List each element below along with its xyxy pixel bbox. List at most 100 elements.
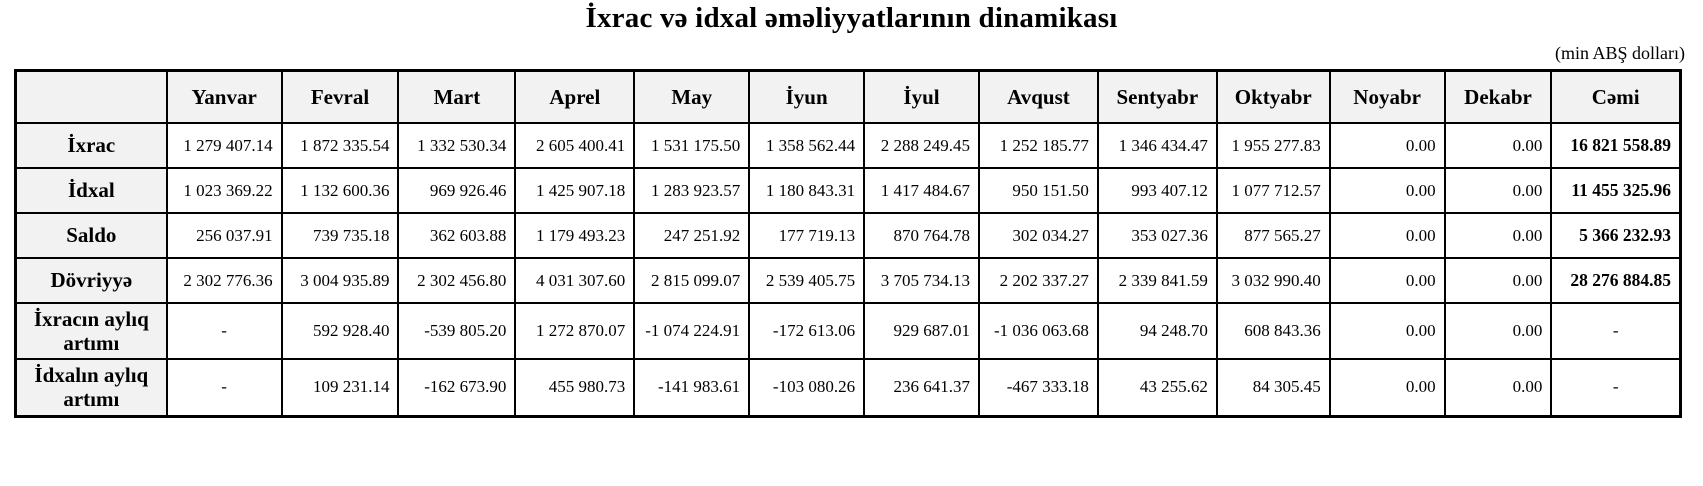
export-import-table: Yanvar Fevral Mart Aprel May İyun İyul Avqust Se… [14,69,1682,418]
table-cell: - [165,301,283,361]
table-cell: 592 928.40 [280,301,400,361]
table-cell: 4 031 307.60 [514,257,636,304]
table-cell: 1 179 493.23 [514,212,636,259]
table-cell: 1 023 369.22 [165,167,283,214]
column-header: Mart [397,69,517,124]
table-cell: 353 027.36 [1096,212,1218,259]
table-cell: 3 032 990.40 [1215,257,1331,304]
table-header-row: Yanvar Fevral Mart Aprel May İyun İyul Avqust Se… [14,69,1682,124]
row-label: Dövriyyə [14,257,168,304]
row-label: İdxalın aylıq artımı [14,358,168,418]
table-cell: 993 407.12 [1096,167,1218,214]
table-cell: 0.00 [1328,358,1446,418]
table-cell: 1 358 562.44 [748,122,866,169]
table-cell: 1 272 870.07 [514,301,636,361]
table-cell: 0.00 [1443,122,1553,169]
table-cell: 177 719.13 [748,212,866,259]
table-cell: 1 872 335.54 [280,122,400,169]
column-header: İyul [863,69,980,124]
table-row: İdxalın aylıq artımı -109 231.14 -162 673.… [14,358,1682,418]
table-cell: 0.00 [1443,358,1553,418]
table-cell: 1 346 434.47 [1096,122,1218,169]
table-cell: - [1550,301,1682,361]
column-header: Aprel [514,69,636,124]
table-cell: 2 815 099.07 [633,257,751,304]
column-header: Oktyabr [1215,69,1331,124]
table-cell: 1 132 600.36 [280,167,400,214]
table-cell: -141 983.61 [633,358,751,418]
unit-note: (min ABŞ dolları) [1555,43,1685,63]
table-cell: 236 641.37 [863,358,980,418]
table-cell: 1 531 175.50 [633,122,751,169]
table-cell: -1 036 063.68 [977,301,1099,361]
table-cell: 28 276 884.85 [1550,257,1682,304]
table-cell: 1 283 923.57 [633,167,751,214]
table-cell: 870 764.78 [863,212,980,259]
table-cell: 2 605 400.41 [514,122,636,169]
table-cell: 2 202 337.27 [977,257,1099,304]
column-header: Dekabr [1443,69,1553,124]
table-cell: 94 248.70 [1096,301,1218,361]
table-cell: 877 565.27 [1215,212,1331,259]
table-cell: 256 037.91 [165,212,283,259]
table-cell: 3 705 734.13 [863,257,980,304]
row-label: Saldo [14,212,168,259]
table-cell: 0.00 [1328,167,1446,214]
column-header: Yanvar [165,69,283,124]
table-cell: -539 805.20 [397,301,517,361]
table-cell: 247 251.92 [633,212,751,259]
corner-cell [14,69,168,124]
table-cell: 1 425 907.18 [514,167,636,214]
table-cell: 1 332 530.34 [397,122,517,169]
table-row: İxracın aylıq artımı -592 928.40 -539 805.… [14,301,1682,361]
column-header: Cəmi [1550,69,1682,124]
table-cell: 0.00 [1328,257,1446,304]
row-label: İxracın aylıq artımı [14,301,168,361]
table-cell: 109 231.14 [280,358,400,418]
table-cell: - [1550,358,1682,418]
table-cell: 0.00 [1443,167,1553,214]
table-cell: 1 279 407.14 [165,122,283,169]
table-cell: 0.00 [1443,301,1553,361]
table-cell: 1 955 277.83 [1215,122,1331,169]
table-cell: 950 151.50 [977,167,1099,214]
table-cell: -103 080.26 [748,358,866,418]
page: İxrac və idxal əməliyyatlarının dinamika… [14,0,1689,418]
table-cell: -172 613.06 [748,301,866,361]
table-cell: 2 339 841.59 [1096,257,1218,304]
table-cell: 608 843.36 [1215,301,1331,361]
table-cell: 3 004 935.89 [280,257,400,304]
table-cell: -467 333.18 [977,358,1099,418]
page-title: İxrac və idxal əməliyyatlarının dinamika… [585,2,1118,34]
column-header: Fevral [280,69,400,124]
table-cell: 84 305.45 [1215,358,1331,418]
table-cell: 302 034.27 [977,212,1099,259]
table-cell: 0.00 [1328,212,1446,259]
table-cell: 2 539 405.75 [748,257,866,304]
table-cell: -1 074 224.91 [633,301,751,361]
table-row: İdxal 1 023 369.22 1 132 600.36 969 926.46 1… [14,167,1682,214]
table-cell: 43 255.62 [1096,358,1218,418]
table-cell: 2 288 249.45 [863,122,980,169]
table-cell: 2 302 776.36 [165,257,283,304]
table-cell: 16 821 558.89 [1550,122,1682,169]
table-cell: 969 926.46 [397,167,517,214]
table-cell: 11 455 325.96 [1550,167,1682,214]
table-cell: 1 077 712.57 [1215,167,1331,214]
column-header: Avqust [977,69,1099,124]
table-cell: 1 180 843.31 [748,167,866,214]
table-cell: 0.00 [1443,212,1553,259]
table-cell: 1 252 185.77 [977,122,1099,169]
table-cell: 362 603.88 [397,212,517,259]
column-header: Sentyabr [1096,69,1218,124]
table-cell: 0.00 [1328,122,1446,169]
table-row: Saldo 256 037.91 739 735.18 362 603.88 1 179… [14,212,1682,259]
row-label: İdxal [14,167,168,214]
table-cell: 1 417 484.67 [863,167,980,214]
table-cell: 0.00 [1443,257,1553,304]
table-cell: 0.00 [1328,301,1446,361]
table-cell: 929 687.01 [863,301,980,361]
table-cell: 739 735.18 [280,212,400,259]
table-row: Dövriyyə 2 302 776.36 3 004 935.89 2 302 45… [14,257,1682,304]
row-label: İxrac [14,122,168,169]
